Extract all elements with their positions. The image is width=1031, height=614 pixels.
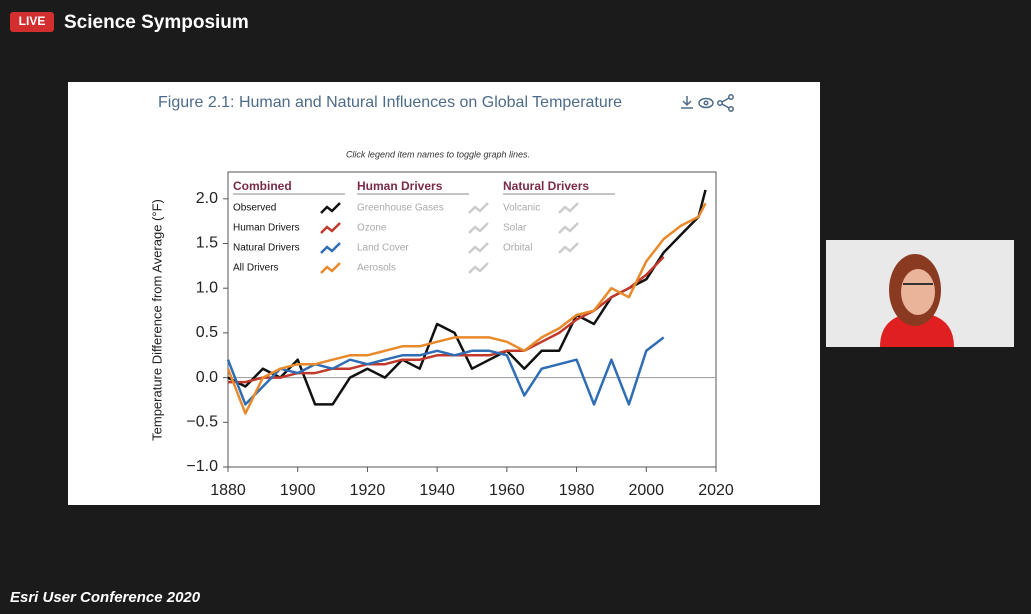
legend-swatch (468, 202, 489, 214)
legend-swatch (468, 222, 489, 234)
x-tick-label: 2000 (628, 482, 664, 499)
speaker (880, 254, 954, 347)
toolbar-icons[interactable] (681, 94, 734, 112)
slide (68, 82, 820, 505)
y-tick-label: −1.0 (186, 458, 218, 475)
legend-label-inactive[interactable]: Ozone (357, 223, 387, 234)
legend-swatch (320, 262, 341, 274)
y-tick-label: 2.0 (196, 190, 218, 207)
y-tick-label: 0.5 (196, 324, 218, 341)
legend-swatch (320, 202, 341, 214)
legend[interactable]: Combined Observed Human Drivers Natural Dri… (233, 179, 615, 274)
live-badge (10, 12, 54, 32)
legend-swatch (558, 242, 579, 254)
stream-title: Science Symposium (64, 12, 249, 33)
series-line (226, 202, 707, 415)
legend-label-inactive[interactable]: Orbital (503, 243, 532, 254)
view-icon[interactable] (698, 97, 714, 109)
legend-label-inactive[interactable]: Aerosols (357, 263, 396, 274)
share-icon[interactable] (717, 94, 734, 112)
y-tick-label: 0.0 (196, 369, 218, 386)
legend-swatch (468, 242, 489, 254)
series-line (226, 336, 665, 406)
live-label: LIVE (19, 14, 46, 28)
legend-label-inactive[interactable]: Land Cover (357, 243, 409, 254)
plot-frame (227, 171, 717, 468)
legend-label[interactable]: All Drivers (233, 263, 279, 274)
plot: −1.0 −0.5 0.0 0.5 1.0 1.5 2.0 1880 1900 1920 1940 1… (186, 189, 734, 499)
y-axis-label: Temperature Difference from Average (°F) (149, 199, 164, 441)
legend-swatch (320, 222, 341, 234)
y-tick-label: −0.5 (186, 414, 218, 431)
x-tick-label: 1960 (489, 482, 525, 499)
legend-swatch (558, 222, 579, 234)
legend-label[interactable]: Observed (233, 203, 276, 214)
download-icon[interactable] (681, 96, 693, 109)
legend-swatch (468, 262, 489, 274)
chart-title: Figure 2.1: Human and Natural Influences… (158, 94, 622, 111)
y-tick-label: 1.5 (196, 235, 218, 252)
x-tick-label: 1900 (280, 482, 316, 499)
legend-group-title: Natural Drivers (503, 179, 589, 193)
x-tick-label: 2020 (698, 482, 734, 499)
legend-swatch (320, 242, 341, 254)
legend-label[interactable]: Natural Drivers (233, 243, 300, 254)
x-tick-label: 1880 (210, 482, 246, 499)
x-tick-label: 1980 (559, 482, 595, 499)
legend-swatch (558, 202, 579, 214)
legend-label-inactive[interactable]: Volcanic (503, 203, 540, 214)
legend-group-title: Human Drivers (357, 179, 443, 193)
x-tick-label: 1920 (350, 482, 386, 499)
legend-label-inactive[interactable]: Greenhouse Gases (357, 203, 444, 214)
legend-label[interactable]: Human Drivers (233, 223, 300, 234)
x-tick-label: 1940 (419, 482, 455, 499)
y-tick-label: 1.0 (196, 279, 218, 296)
chart-subtitle: Click legend item names to toggle graph … (346, 149, 530, 159)
legend-label-inactive[interactable]: Solar (503, 223, 527, 234)
legend-group-title: Combined (233, 179, 292, 193)
footer-title: Esri User Conference 2020 (10, 589, 201, 606)
